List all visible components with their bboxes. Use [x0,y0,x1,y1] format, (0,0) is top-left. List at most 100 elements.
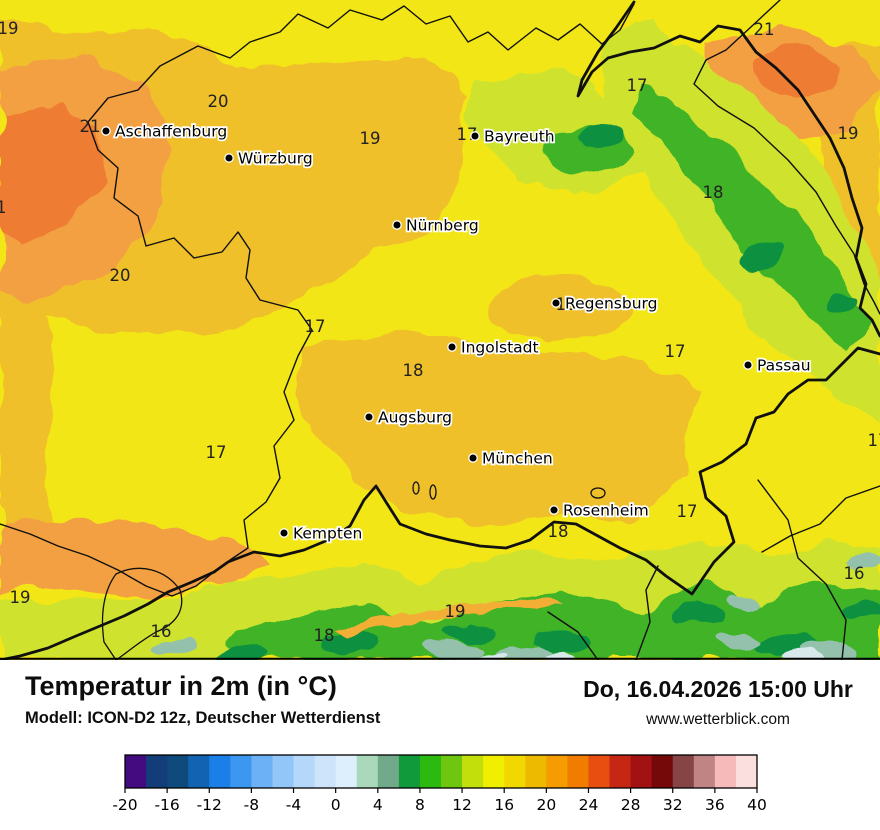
region-gold-munich-region [298,330,700,522]
region-teal-spot [714,632,766,650]
state-border-north [87,3,635,123]
lake-ammersee [412,481,420,495]
temp-label: 17 [665,342,686,361]
legend-segment--4-to--2 [293,755,316,788]
city-label: Aschaffenburg [115,123,227,141]
city-dot [743,360,753,370]
temp-label: 19 [445,602,466,621]
legend-tick-label: 32 [663,796,683,814]
temperature-value-labels: 1921202119171721191820171818171717181716… [0,19,880,645]
legend-segment--16-to--14 [167,755,189,788]
city-label: Nürnberg [406,217,479,235]
legend-tick-label: 8 [415,796,425,814]
region-valley-streak [335,598,562,634]
region-darkgreen-spot [218,646,266,660]
legend-segment--18-to--16 [146,755,168,788]
city-label: Ingolstadt [461,339,539,357]
page-title: Temperatur in 2m (in °C) [25,671,337,701]
legend-segment--8-to--6 [251,755,273,788]
forecast-datetime: Do, 16.04.2026 15:00 Uhr [583,676,853,702]
region-darkgreen-spot [838,602,878,620]
legend-border [124,754,758,789]
city-dot [364,412,374,422]
region-deep-orange-west [0,102,104,244]
state-border-west [87,121,313,573]
temp-label: 21 [80,117,101,136]
legend-tick-label: -16 [154,796,179,814]
city-dot [468,453,478,463]
temp-label: 16 [151,622,172,641]
border-lines [0,0,880,660]
border-austria-inner-3 [547,611,599,660]
legend-segment-14-to-16 [483,755,505,788]
temp-label: 19 [0,19,19,38]
legend-segment-10-to-12 [441,755,463,788]
region-darkgreen-spot [322,630,382,652]
temp-label: 20 [208,92,229,111]
temperature-legend-svg: -20 -16 -12 -8 -4 0 4 8 12 16 20 24 28 32 36 40 [112,754,767,814]
city-label: Bayreuth [484,128,555,146]
legend-segment-28-to-30 [630,755,653,788]
lake-chiemsee [590,487,606,499]
city-dot [551,298,561,308]
city-label: Passau [757,357,811,375]
temp-label: 19 [10,588,31,607]
region-darkgreen-spot [446,623,494,641]
temp-label: 21 [0,198,7,217]
temperature-map: 1921202119171721191820171818171717181716… [0,0,880,660]
legend-segment-4-to-6 [377,755,400,788]
legend-ticks: -20 -16 -12 -8 -4 0 4 8 12 16 20 24 28 32 36 40 [112,788,767,814]
legend-segment-30-to-32 [651,755,674,788]
region-green-bavarian-forest [630,82,872,352]
legend-segment-34-to-36 [693,755,716,788]
region-teal-spot [724,593,760,607]
temp-label: 17 [677,502,698,521]
temperature-field [0,0,880,660]
city-label: Kempten [293,525,362,543]
border-austria-inner-2 [757,479,847,660]
border-czech-parallel [693,0,880,315]
legend-segment--12-to--10 [209,755,231,788]
footer-right: Do, 16.04.2026 15:00 Uhr www.wetterblick… [570,676,866,729]
region-darkgreen-spot [675,605,725,627]
legend-segment-12-to-14 [462,755,484,788]
region-darkgreen-spot [742,243,782,269]
legend-tick-label: 4 [373,796,383,814]
city-dot [279,528,289,538]
temp-label: 17 [305,317,326,336]
legend-segment--20-to--18 [125,755,147,788]
city-markers: Aschaffenburg Würzburg Bayreuth Nürnberg Reg… [101,121,812,544]
city-label: Würzburg [238,150,313,168]
city-label: München [482,450,553,468]
legend-segment-38-to-40 [735,755,758,788]
temp-label: 18 [403,361,424,380]
temp-label: 17 [868,431,880,450]
legend-segment--6-to--4 [272,755,295,788]
legend-segment--2-to-0 [314,755,337,788]
temp-label: 18 [548,522,569,541]
legend-tick-label: 16 [494,796,514,814]
legend-tick-label: 28 [621,796,641,814]
legend-segment-0-to-2 [335,755,358,788]
region-teal-spot [850,555,880,569]
legend-segment-6-to-8 [398,755,421,788]
city-label: Rosenheim [563,502,649,520]
legend-segment-2-to-4 [356,755,379,788]
region-darkgreen-spot [530,631,590,653]
lakes [101,481,606,660]
city-label: Regensburg [565,295,658,313]
legend-tick-label: -8 [244,796,259,814]
city-dot [224,153,234,163]
border-bodensee-north [0,523,215,597]
temp-label: 18 [703,183,724,202]
country-border-austria [212,346,880,596]
model-info: Modell: ICON-D2 12z, Deutscher Wetterdie… [25,708,381,727]
city-dot [101,126,111,136]
legend-segment-20-to-22 [546,755,568,788]
lake-starnberg [429,484,437,500]
footer-left: Temperatur in 2m (in °C) Modell: ICON-D2… [25,671,381,728]
temp-label: 20 [110,266,131,285]
legend-segment-36-to-38 [714,755,737,788]
legend-tick-label: 0 [331,796,341,814]
